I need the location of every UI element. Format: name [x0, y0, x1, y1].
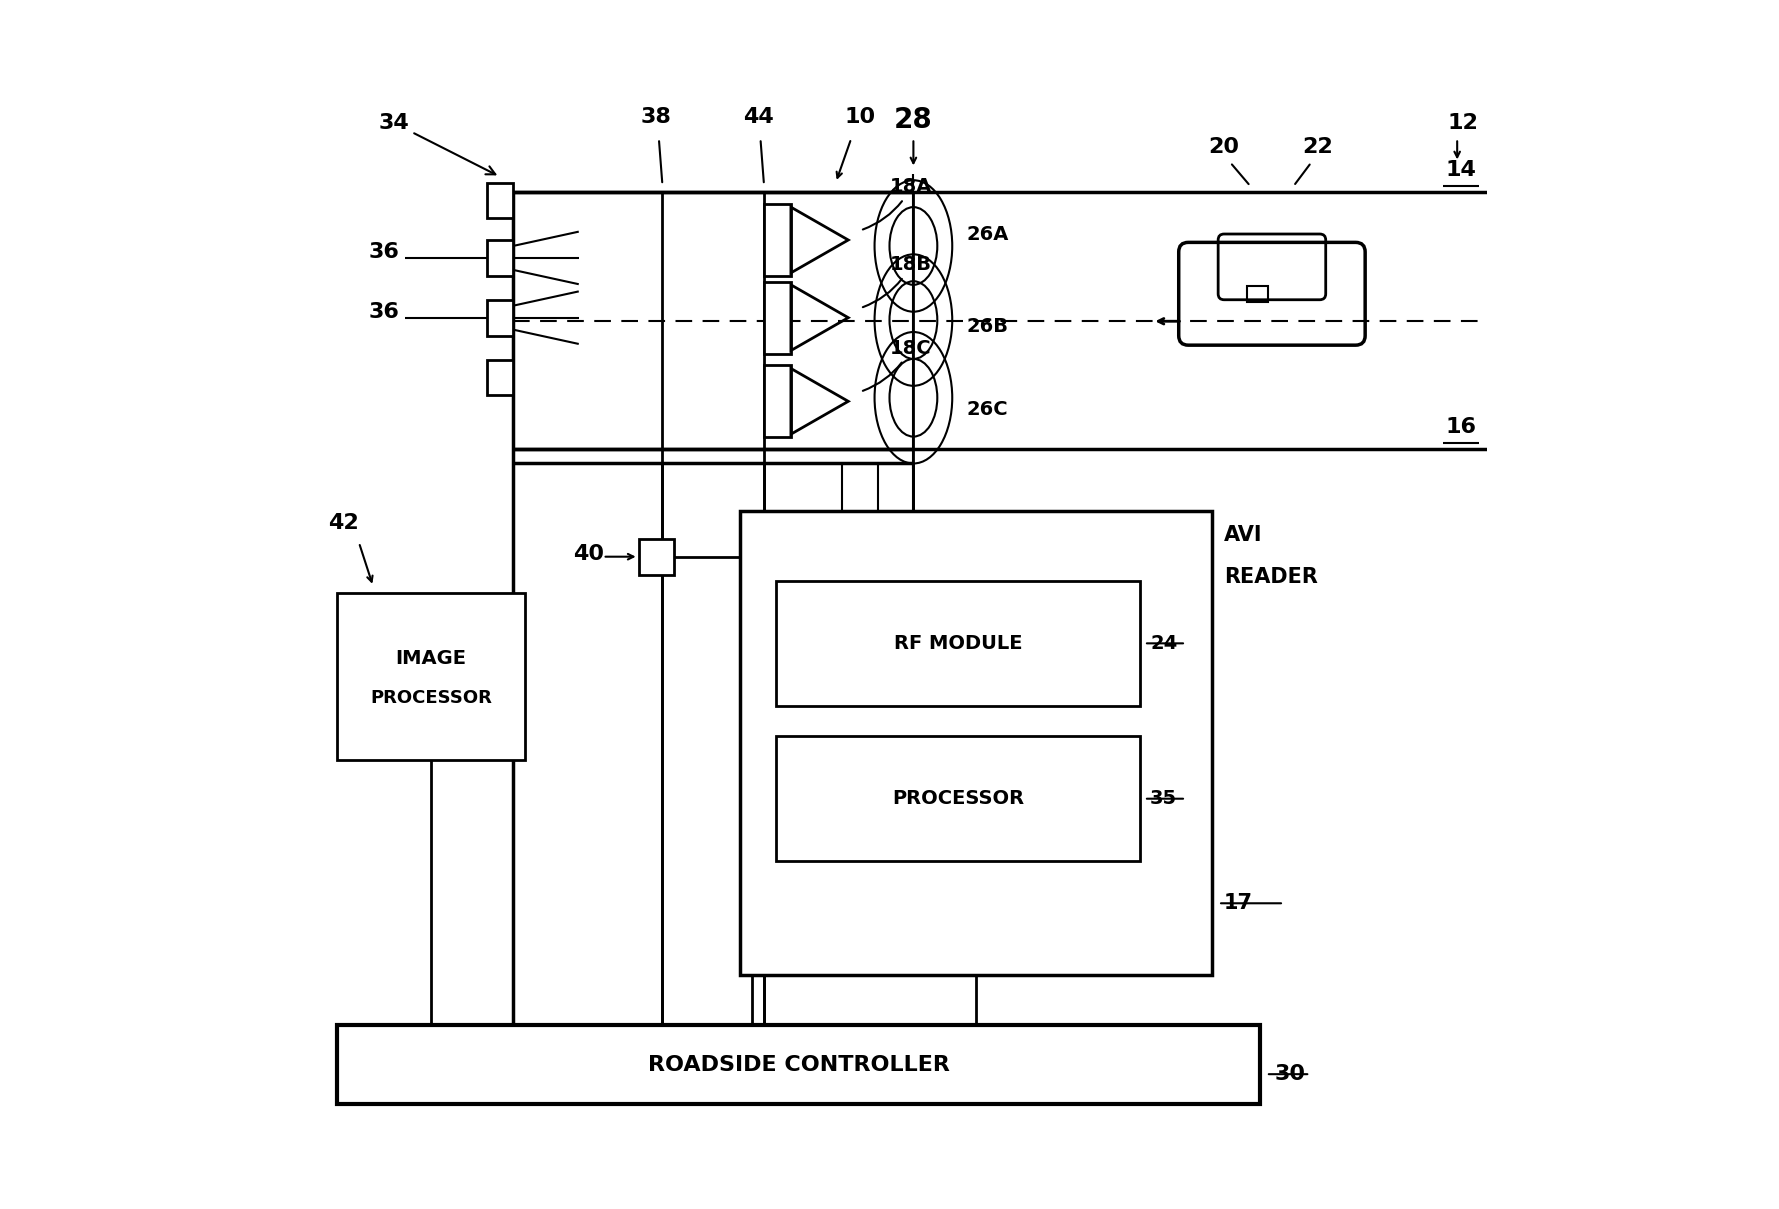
Text: 36: 36 [368, 242, 400, 262]
Text: 17: 17 [1224, 893, 1252, 913]
Text: 18C: 18C [863, 339, 932, 391]
Text: ROADSIDE CONTROLLER: ROADSIDE CONTROLLER [648, 1054, 950, 1075]
Bar [487, 183, 512, 219]
Bar [740, 511, 1211, 974]
Bar [776, 580, 1140, 706]
Text: READER: READER [1224, 567, 1318, 588]
Bar [338, 1025, 1260, 1104]
Bar [487, 241, 512, 276]
Bar [763, 282, 792, 353]
Text: 40: 40 [573, 544, 603, 565]
Text: 24: 24 [1149, 634, 1178, 653]
Text: 42: 42 [327, 514, 359, 533]
Text: 34: 34 [379, 112, 495, 174]
Text: 18A: 18A [863, 178, 932, 230]
Text: 26A: 26A [966, 225, 1009, 243]
Bar [639, 539, 674, 574]
Text: 44: 44 [742, 106, 774, 127]
Text: 20: 20 [1208, 137, 1240, 157]
Bar [763, 365, 792, 438]
Text: RF MODULE: RF MODULE [895, 634, 1023, 653]
Text: 30: 30 [1274, 1064, 1306, 1084]
Text: 12: 12 [1448, 112, 1478, 133]
Bar [487, 359, 512, 395]
Text: 36: 36 [368, 302, 400, 322]
Text: 28: 28 [895, 106, 932, 134]
Text: 26C: 26C [966, 400, 1009, 420]
Bar [487, 300, 512, 336]
Bar [776, 736, 1140, 862]
Bar [1247, 287, 1268, 301]
Text: 22: 22 [1302, 137, 1332, 157]
Text: 38: 38 [640, 106, 672, 127]
Text: AVI: AVI [1224, 525, 1263, 545]
Bar [763, 204, 792, 276]
Text: PROCESSOR: PROCESSOR [891, 789, 1025, 808]
Text: 35: 35 [1149, 789, 1178, 808]
Text: IMAGE: IMAGE [395, 649, 466, 667]
Text: 26B: 26B [966, 317, 1009, 336]
Text: 14: 14 [1445, 161, 1477, 180]
Text: 16: 16 [1445, 417, 1477, 438]
Text: 18B: 18B [863, 255, 932, 307]
Bar [338, 592, 525, 760]
Text: PROCESSOR: PROCESSOR [370, 689, 493, 707]
Text: 10: 10 [843, 106, 875, 127]
